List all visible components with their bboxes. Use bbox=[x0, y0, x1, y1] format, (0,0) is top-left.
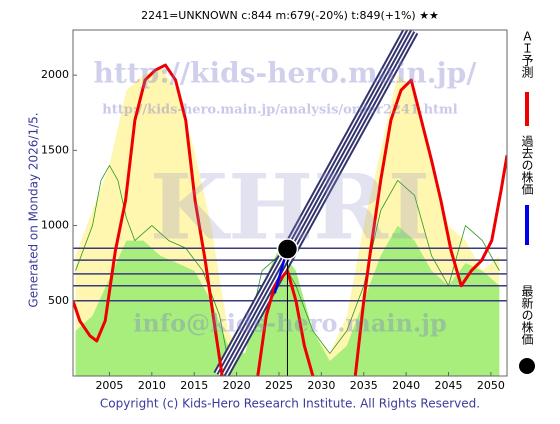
x-tick-label: 2030 bbox=[307, 379, 335, 392]
watermark: http://kids-hero.main.jp/analysis/order2… bbox=[102, 103, 458, 118]
watermark: http://kids-hero.main.jp/ bbox=[94, 57, 478, 90]
chart-title: 2241=UNKNOWN c:844 m:679(-20%) t:849(+1%… bbox=[141, 9, 439, 22]
legend-label: ＡＩ予測 bbox=[520, 30, 534, 79]
x-tick-label: 2015 bbox=[180, 379, 208, 392]
y-tick-label: 2000 bbox=[41, 68, 69, 81]
y-tick-label: 1000 bbox=[41, 219, 69, 232]
generated-note: Generated on Monday 2026/1/5. bbox=[27, 112, 41, 307]
watermark: KHRI bbox=[150, 155, 430, 261]
copyright: Copyright (c) Kids-Hero Research Institu… bbox=[100, 397, 480, 411]
x-tick-label: 2050 bbox=[477, 379, 505, 392]
plot-frame bbox=[72, 29, 508, 377]
x-tick-label: 2040 bbox=[392, 379, 420, 392]
x-tick-label: 2010 bbox=[138, 379, 166, 392]
plot-area bbox=[73, 30, 507, 376]
x-tick-label: 2020 bbox=[223, 379, 251, 392]
legend-label: 最新の株価 bbox=[520, 285, 534, 345]
y-tick-label: 1500 bbox=[41, 143, 69, 156]
trend-line bbox=[219, 30, 413, 376]
legend-label: 過去の株価 bbox=[520, 135, 534, 195]
watermark: info@kids-hero.main.jp bbox=[133, 309, 447, 338]
plot-content bbox=[73, 30, 507, 376]
x-tick-label: 2005 bbox=[95, 379, 123, 392]
x-tick-label: 2035 bbox=[350, 379, 378, 392]
x-tick-label: 2045 bbox=[435, 379, 463, 392]
x-tick-label: 2025 bbox=[265, 379, 293, 392]
legend-marker bbox=[519, 358, 535, 374]
y-tick-label: 500 bbox=[48, 294, 69, 307]
latest-dot bbox=[276, 238, 299, 260]
